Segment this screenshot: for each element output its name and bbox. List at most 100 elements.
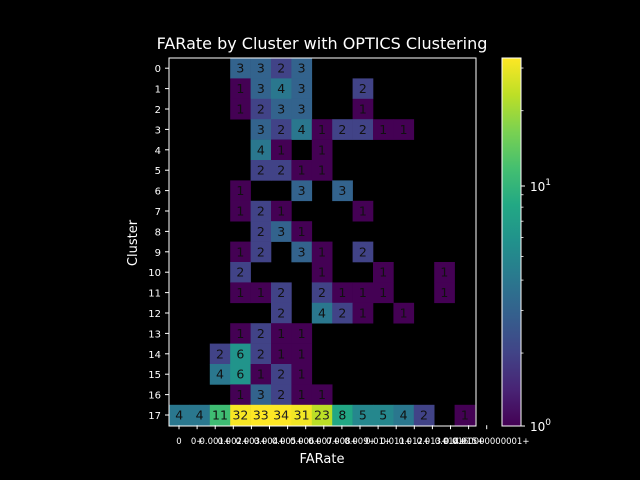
- x-tick-label: 0.006+: [290, 437, 321, 447]
- cell-value-label: 1: [318, 142, 326, 157]
- heatmap-cell: [291, 221, 313, 242]
- cell-value-label: 1: [359, 285, 367, 300]
- chart-title: FARate by Cluster with OPTICS Clustering: [157, 34, 488, 53]
- y-tick-label: 15: [148, 370, 161, 381]
- heatmap-cell: [250, 364, 272, 385]
- heatmap-cell: [311, 262, 333, 283]
- heatmap-cell: [332, 302, 353, 324]
- cell-value-label: 8: [338, 408, 346, 423]
- heatmap-cell: [352, 119, 374, 140]
- cell-value-label: 4: [257, 142, 265, 157]
- cell-value-label: 1: [298, 163, 306, 178]
- colorbar: 100 101: [501, 57, 551, 434]
- heatmap-cell: [311, 160, 333, 181]
- heatmap-cell: [271, 119, 292, 140]
- cell-value-label: 3: [236, 61, 244, 76]
- x-tick-label: 0.009+: [344, 437, 375, 447]
- heatmap-cell: [352, 78, 374, 100]
- plot-frame: [168, 57, 477, 427]
- cell-value-label: 1: [400, 306, 408, 321]
- heatmap-cell: [332, 282, 353, 304]
- cell-value-label: 1: [236, 387, 244, 402]
- heatmap-cell: [291, 364, 313, 385]
- cell-value-label: 1: [440, 285, 448, 300]
- heatmap-cell: [209, 364, 231, 385]
- heatmap-cell: [250, 58, 272, 79]
- cell-value-label: 2: [318, 285, 326, 300]
- cell-value-label: 1: [257, 285, 265, 300]
- heatmap-cell: [311, 302, 333, 324]
- cell-value-label: 3: [298, 183, 306, 198]
- y-tick-label: 12: [148, 309, 161, 320]
- cell-value-label: 2: [277, 387, 285, 402]
- heatmap-cell: [311, 139, 333, 161]
- x-tick-label: 0.012+: [399, 437, 430, 447]
- heatmap-cell: [373, 262, 394, 283]
- heatmap-cell: [291, 119, 313, 140]
- heatmap-cell: [250, 323, 272, 344]
- cell-value-label: 3: [298, 61, 306, 76]
- cell-value-label: 1: [338, 285, 346, 300]
- heatmap-cell: [291, 241, 313, 263]
- heatmap-cell: [271, 58, 292, 79]
- heatmap-cell: [250, 241, 272, 263]
- heatmap-cell: [311, 119, 333, 140]
- y-tick-label: 0: [155, 64, 161, 75]
- cell-value-label: 1: [236, 102, 244, 117]
- cell-value-label: 3: [257, 387, 265, 402]
- cell-value-label: 1: [236, 244, 244, 259]
- cell-value-label: 2: [359, 122, 367, 137]
- y-tick-label: 6: [155, 187, 161, 198]
- heatmap-cell: [352, 404, 374, 426]
- cell-value-label: 2: [277, 285, 285, 300]
- heatmap-cell: [250, 98, 272, 120]
- cell-value-label: 32: [232, 408, 248, 423]
- cell-value-label: 2: [359, 244, 367, 259]
- cell-value-label: 1: [236, 285, 244, 300]
- cell-value-label: 2: [338, 306, 346, 321]
- cell-value-label: 1: [318, 163, 326, 178]
- colorbar-minor-ticks: [521, 67, 524, 354]
- heatmap-cell: [271, 282, 292, 304]
- heatmap-cell: [271, 364, 292, 385]
- cell-value-label: 3: [298, 81, 306, 96]
- heatmap-cell: [393, 119, 415, 140]
- cell-value-label: 3: [298, 102, 306, 117]
- heatmap-cell: [373, 282, 394, 304]
- heatmap-cell: [250, 282, 272, 304]
- x-tick-label: 0.013+: [417, 437, 448, 447]
- heatmap-cell: [271, 200, 292, 222]
- cell-value-label: 1: [359, 204, 367, 219]
- cell-value-label: 1: [318, 244, 326, 259]
- heatmap-cell: [230, 343, 251, 365]
- heatmap-cell: [332, 119, 353, 140]
- cell-value-label: 5: [379, 408, 387, 423]
- heatmap-cell: [271, 302, 292, 324]
- cell-value-label: 2: [277, 367, 285, 382]
- cell-value-label: 1: [236, 183, 244, 198]
- cell-value-label: 3: [277, 224, 285, 239]
- y-tick-label: 3: [155, 125, 161, 136]
- cell-value-label: 2: [236, 265, 244, 280]
- plot-area: 3 3 2 31 3 4 3 21 2 3 3 13 2 4 1 2 2 1 14 1 12 2 1 11 3 31 2 1 12 3 11…: [169, 58, 476, 426]
- heatmap-cell: [209, 343, 231, 365]
- colorbar-label-10: 101: [530, 178, 551, 194]
- cell-value-label: 1: [461, 408, 469, 423]
- x-tick-label: 0.005+: [272, 437, 303, 447]
- cell-value-label: 33: [253, 408, 269, 423]
- heatmap-cell: [230, 180, 251, 202]
- x-tick-label: 0.004+: [254, 437, 285, 447]
- cell-value-label: 2: [257, 163, 265, 178]
- heatmap-cell: [250, 200, 272, 222]
- y-tick-label: 7: [155, 207, 161, 218]
- heatmap-cell: [230, 262, 251, 283]
- cell-value-label: 1: [298, 387, 306, 402]
- cell-value-label: 2: [257, 346, 265, 361]
- heatmap-cell: [230, 364, 251, 385]
- cell-value-label: 1: [298, 367, 306, 382]
- y-tick-label: 16: [148, 391, 161, 402]
- cell-value-label: 1: [400, 122, 408, 137]
- heatmap-cell: [434, 262, 455, 283]
- y-tick-label: 17: [148, 411, 161, 422]
- heatmap-cell: [230, 404, 251, 426]
